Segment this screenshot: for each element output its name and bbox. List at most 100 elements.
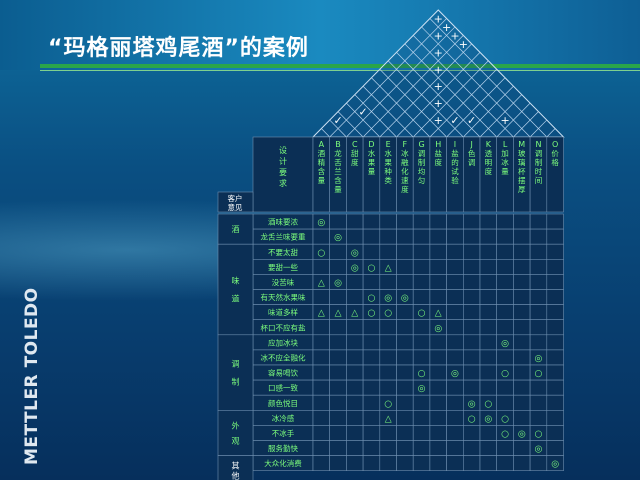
matrix-cell: [446, 319, 464, 336]
matrix-cell: [529, 243, 548, 260]
roof-lattice-line: [337, 111, 364, 138]
column-header-char: E: [386, 140, 391, 149]
matrix-cell: [346, 409, 364, 426]
matrix-cell: [513, 440, 531, 456]
relationship-mark: ○: [368, 263, 376, 273]
matrix-cell: [479, 349, 498, 366]
matrix-cell: [546, 364, 564, 381]
matrix-cell: [362, 319, 381, 336]
matrix-cell: [362, 213, 381, 230]
matrix-cell: [379, 425, 397, 441]
matrix-cell: [396, 319, 414, 336]
column-header-char: N: [535, 140, 541, 149]
matrix-cell: [546, 425, 564, 441]
matrix-cell: [529, 274, 548, 290]
column-header-char: 量: [334, 185, 342, 194]
column-header-char: 兰: [334, 166, 342, 176]
matrix-cell: [429, 364, 447, 381]
column-header-char: 厚: [518, 185, 526, 194]
roof-lattice-line: [421, 26, 531, 138]
column-header-char: 度: [435, 157, 443, 167]
relationship-mark: △: [385, 414, 392, 424]
matrix-cell: [312, 289, 331, 305]
matrix-cell: [446, 440, 464, 456]
column-header-char: 度: [401, 184, 409, 194]
matrix-cell: [362, 334, 381, 351]
relationship-mark: ◎: [501, 339, 509, 349]
matrix-cell: [329, 289, 347, 305]
matrix-cell: [379, 455, 397, 472]
matrix-cell: [462, 364, 481, 381]
design-req-header-char: 计: [279, 156, 287, 166]
group-label: 观: [232, 437, 240, 446]
matrix-cell: [446, 349, 464, 366]
roof-lattice-line: [412, 35, 514, 138]
matrix-cell: [496, 319, 514, 336]
matrix-cell: [462, 274, 481, 290]
matrix-cell: [446, 228, 464, 245]
matrix-cell: [412, 228, 431, 245]
roof-correlation-mark: +: [434, 80, 443, 93]
matrix-cell: [462, 304, 481, 321]
relationship-mark: ○: [535, 429, 543, 439]
matrix-cell: [346, 364, 364, 381]
matrix-cell: [479, 258, 498, 275]
matrix-cell: [329, 455, 347, 472]
matrix-cell: [429, 455, 447, 472]
matrix-cell: [546, 334, 564, 351]
column-header-char: 调: [535, 149, 543, 158]
column-header-char: F: [403, 140, 408, 149]
column-header-char: 龙: [334, 148, 342, 158]
matrix-cell: [546, 455, 564, 472]
matrix-cell: [329, 425, 347, 441]
matrix-cell: [429, 409, 447, 426]
relationship-mark: ○: [501, 414, 509, 424]
column-header-char: 冰: [501, 157, 509, 167]
matrix-cell: [496, 289, 514, 305]
matrix-cell: [396, 425, 414, 441]
matrix-cell: [479, 213, 498, 230]
roof-lattice-line: [404, 43, 497, 138]
row-label: 没苦味: [272, 277, 295, 287]
column-header-char: 价: [551, 149, 559, 158]
matrix-cell: [312, 455, 331, 472]
customer-header-text: 意见: [228, 202, 243, 212]
column-header-char: 度: [485, 166, 493, 176]
row-label: 冰冷感: [272, 413, 295, 423]
matrix-cell: [462, 455, 481, 472]
row-label: 容易喝饮: [268, 368, 298, 378]
matrix-cell: [546, 304, 564, 321]
roof-correlation-mark: ✓: [358, 106, 367, 119]
column-header-char: 度: [351, 157, 359, 167]
roof-correlation-mark: +: [434, 63, 443, 76]
matrix-cell: [396, 379, 414, 396]
matrix-cell: [329, 394, 347, 411]
column-header-char: 制: [418, 157, 426, 167]
matrix-cell: [429, 274, 447, 290]
column-header-char: 种: [384, 166, 392, 176]
relationship-mark: ◎: [484, 414, 492, 424]
row-label: 不冰手: [272, 428, 295, 438]
column-header-char: 果: [368, 158, 376, 167]
column-header-char: 的: [451, 157, 459, 167]
column-header-char: 制: [535, 157, 543, 167]
relationship-mark: ○: [484, 399, 492, 409]
column-header-char: 时: [535, 166, 543, 176]
roof-lattice-line: [371, 77, 431, 138]
relationship-mark: △: [318, 278, 325, 288]
matrix-cell: [496, 304, 514, 321]
design-req-header-char: 设: [279, 145, 287, 155]
matrix-cell: [346, 379, 364, 396]
matrix-cell: [362, 394, 381, 411]
customer-header-text: 客户: [228, 193, 243, 203]
roof-lattice-line: [379, 43, 472, 138]
relationship-mark: ◎: [434, 324, 442, 334]
row-label: 有天然水果味: [261, 292, 306, 302]
roof-lattice-line: [412, 60, 489, 138]
matrix-cell: [396, 228, 414, 245]
column-header-char: 速: [401, 176, 409, 185]
column-header-char: 舌: [334, 157, 342, 167]
matrix-cell: [513, 364, 531, 381]
title-underline: [40, 64, 640, 68]
column-header-char: 杯: [518, 166, 526, 176]
